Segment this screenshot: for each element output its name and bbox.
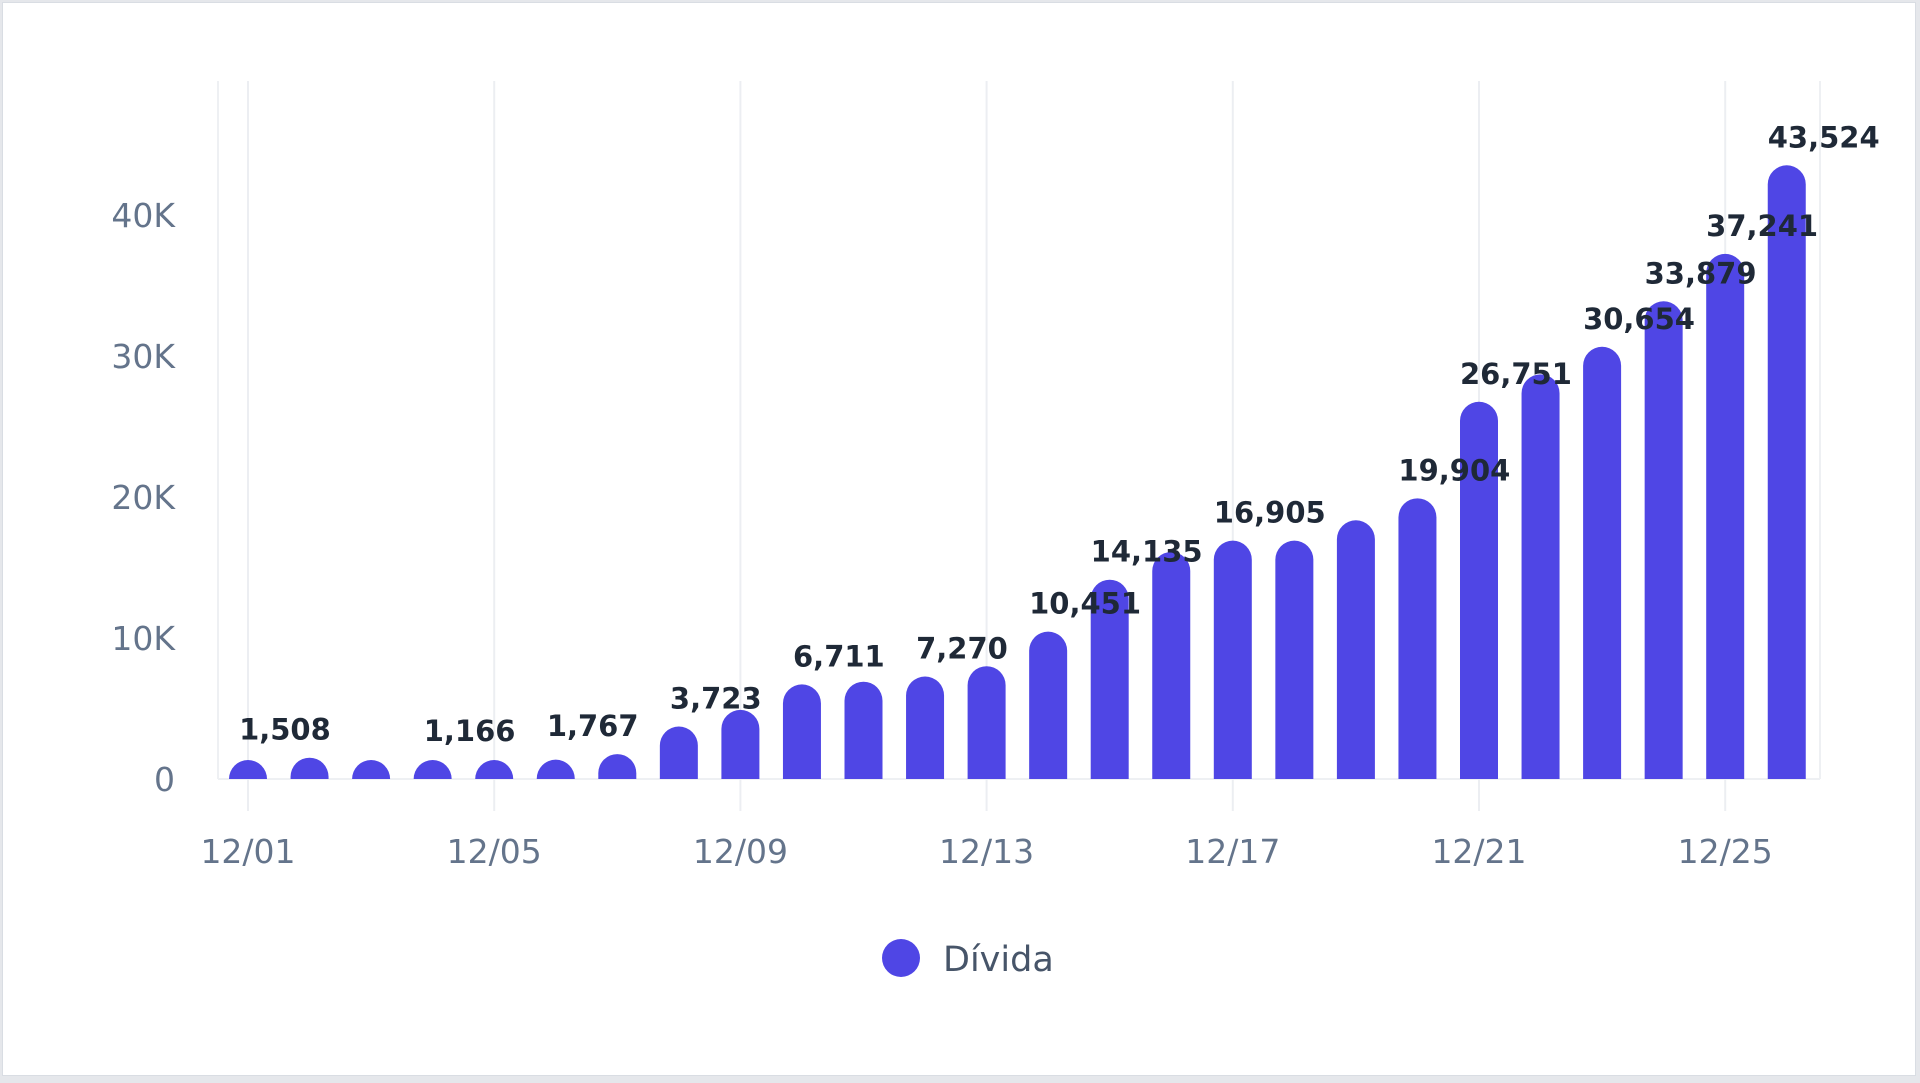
data-label: 14,135 — [1091, 535, 1203, 569]
data-label: 6,711 — [793, 639, 885, 673]
bar[interactable] — [967, 666, 1006, 779]
data-label: 26,751 — [1460, 357, 1572, 391]
data-label: 1,508 — [239, 713, 331, 747]
bar[interactable] — [906, 676, 945, 779]
x-tick-label: 12/05 — [447, 832, 542, 871]
data-label: 19,904 — [1398, 453, 1510, 487]
bar[interactable] — [1336, 520, 1375, 779]
bar[interactable] — [659, 726, 698, 779]
bar[interactable] — [844, 681, 883, 779]
data-label: 3,723 — [670, 682, 762, 716]
data-label: 1,767 — [547, 709, 639, 743]
legend-label: Dívida — [943, 940, 1054, 980]
data-label: 37,241 — [1706, 209, 1818, 243]
x-tick-label: 12/01 — [200, 832, 295, 871]
data-label: 7,270 — [916, 631, 1008, 665]
x-tick-label: 12/17 — [1185, 832, 1280, 871]
bar[interactable] — [1706, 253, 1745, 780]
legend-marker — [882, 939, 920, 977]
x-tick-label: 12/21 — [1431, 832, 1526, 871]
bar[interactable] — [352, 760, 391, 779]
y-tick-label: 40K — [111, 196, 176, 235]
bar[interactable] — [229, 760, 267, 779]
grid-lines — [217, 81, 1821, 811]
bar[interactable] — [1090, 579, 1129, 779]
y-tick-label: 20K — [111, 478, 176, 517]
y-axis: 0 10K 20K 30K 40K — [111, 196, 176, 799]
y-tick-label: 0 — [154, 760, 175, 799]
bar[interactable] — [1767, 165, 1806, 780]
bar[interactable] — [536, 759, 575, 779]
data-label: 1,166 — [424, 714, 516, 748]
bar[interactable] — [1583, 346, 1622, 779]
bar[interactable] — [1152, 551, 1191, 779]
bar[interactable] — [1213, 540, 1252, 779]
bar[interactable] — [598, 754, 637, 779]
y-tick-label: 10K — [111, 619, 176, 658]
bar[interactable] — [1644, 301, 1683, 779]
bar[interactable] — [721, 709, 760, 779]
bar[interactable] — [1398, 498, 1437, 779]
data-labels: 1,508 1,166 1,767 3,723 6,711 7,270 10,451 14,1… — [239, 120, 1880, 748]
bar[interactable] — [290, 757, 329, 779]
x-tick-label: 12/09 — [693, 832, 788, 871]
bar[interactable] — [1460, 401, 1498, 779]
data-label: 10,451 — [1029, 587, 1141, 621]
bar[interactable] — [1029, 631, 1068, 779]
data-label: 43,524 — [1768, 120, 1880, 154]
bar-chart: 0 10K 20K 30K 40K 1,508 1,166 1,767 3,723 6,711 7… — [111, 81, 1880, 980]
y-tick-label: 30K — [111, 337, 176, 376]
bars — [229, 165, 1806, 780]
data-label: 16,905 — [1214, 496, 1326, 530]
data-label: 33,879 — [1645, 256, 1757, 290]
x-tick-label: 12/25 — [1678, 832, 1773, 871]
bar[interactable] — [782, 684, 821, 779]
x-axis: 12/01 12/05 12/09 12/13 12/17 12/21 12/25 — [200, 832, 1772, 871]
bar[interactable] — [1521, 374, 1560, 779]
bar[interactable] — [475, 760, 514, 779]
legend[interactable]: Dívida — [882, 939, 1054, 980]
data-label: 30,654 — [1583, 302, 1695, 336]
bar[interactable] — [1275, 540, 1314, 779]
bar[interactable] — [413, 760, 452, 779]
x-tick-label: 12/13 — [939, 832, 1034, 871]
